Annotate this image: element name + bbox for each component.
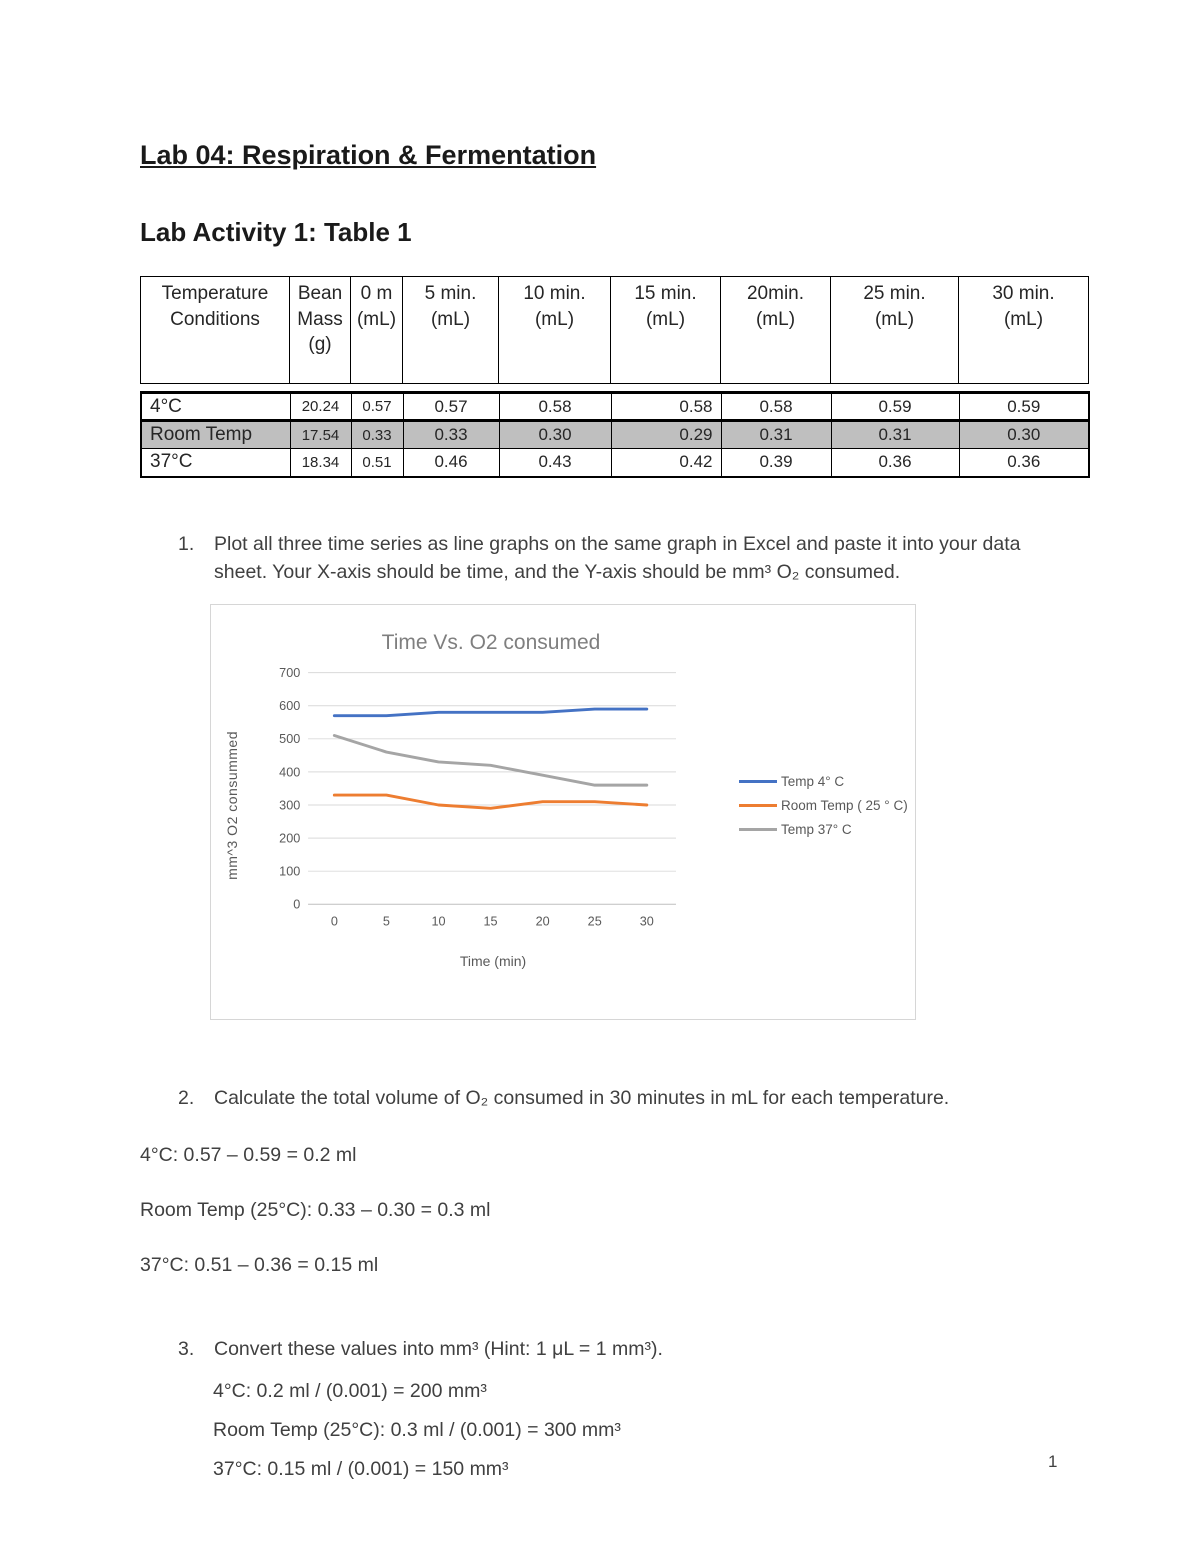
- table-cell: 0.33: [402, 420, 500, 449]
- table-header-cell: 20min. (mL): [720, 276, 831, 384]
- svg-text:10: 10: [431, 915, 445, 929]
- section-heading: Lab Activity 1: Table 1: [140, 217, 412, 247]
- table-row: Room Temp 17.54 0.33 0.33 0.30 0.29 0.31…: [140, 420, 1090, 449]
- question-text: Calculate the total volume of O₂ consume…: [214, 1087, 950, 1110]
- legend-item: Temp 4° C: [739, 774, 915, 789]
- svg-text:5: 5: [383, 915, 390, 929]
- page-number: 1: [1048, 1452, 1058, 1471]
- question-1: 1. Plot all three time series as line gr…: [178, 530, 1063, 587]
- table-row: 37°C 18.34 0.51 0.46 0.43 0.42 0.39 0.36…: [140, 448, 1090, 477]
- table-cell: 0.58: [610, 391, 722, 422]
- svg-text:15: 15: [484, 915, 498, 929]
- legend-line-icon: [739, 803, 777, 807]
- svg-text:200: 200: [279, 832, 300, 846]
- question-3: 3. Convert these values into mm³ (Hint: …: [178, 1335, 1063, 1363]
- table-cell: 0.58: [498, 391, 612, 422]
- answer-line: 37°C: 0.15 ml / (0.001) = 150 mm³: [213, 1457, 509, 1480]
- table-header-cell: 15 min. (mL): [610, 276, 721, 384]
- question-number: 1.: [178, 532, 195, 555]
- answer-line: Room Temp (25°C): 0.3 ml / (0.001) = 300…: [213, 1418, 621, 1441]
- table-cell: 0.42: [610, 448, 722, 477]
- table-header: Temperature Conditions Bean Mass (g) 0 m…: [140, 276, 1089, 384]
- table-cell: 0.57: [350, 391, 404, 422]
- table-row: 4°C 20.24 0.57 0.57 0.58 0.58 0.58 0.59 …: [140, 391, 1090, 422]
- table-cell: 0.43: [498, 448, 612, 477]
- table-cell: 0.29: [610, 420, 722, 449]
- chart-legend: Temp 4° C Room Temp ( 25 ° C) Temp 37° C: [739, 659, 915, 951]
- legend-item: Temp 37° C: [739, 822, 915, 837]
- answer-line: 37°C: 0.51 – 0.36 = 0.15 ml: [140, 1254, 379, 1277]
- table-cell: 37°C: [140, 448, 291, 477]
- table-cell: 0.36: [958, 448, 1090, 477]
- answer-line: Room Temp (25°C): 0.33 – 0.30 = 0.3 ml: [140, 1199, 491, 1222]
- table-cell: 17.54: [289, 420, 352, 449]
- legend-line-icon: [739, 779, 777, 783]
- question-2-answers: 4°C: 0.57 – 0.59 = 0.2 ml Room Temp (25°…: [140, 1144, 1090, 1277]
- table-cell: 0.33: [350, 420, 404, 449]
- table-header-cell: 5 min. (mL): [402, 276, 499, 384]
- answer-line: 4°C: 0.2 ml / (0.001) = 200 mm³: [213, 1379, 487, 1402]
- legend-label: Room Temp ( 25 ° C): [781, 797, 908, 813]
- table-cell: 0.51: [350, 448, 404, 477]
- svg-text:30: 30: [640, 915, 654, 929]
- svg-text:100: 100: [279, 865, 300, 879]
- table-cell: 18.34: [289, 448, 352, 477]
- svg-text:600: 600: [279, 699, 300, 713]
- y-axis-label-wrap: mm^3 O2 consummed: [211, 659, 253, 951]
- legend-line-icon: [739, 827, 777, 831]
- svg-text:25: 25: [588, 915, 602, 929]
- table-cell: 0.58: [720, 391, 832, 422]
- question-number: 3.: [178, 1338, 195, 1361]
- chart-title: Time Vs. O2 consumed: [381, 631, 601, 655]
- table-header-cell: Temperature Conditions: [140, 276, 290, 384]
- question-number: 2.: [178, 1087, 195, 1110]
- question-text: Convert these values into mm³ (Hint: 1 μ…: [214, 1338, 663, 1361]
- legend-label: Temp 37° C: [781, 821, 852, 837]
- question-text: Plot all three time series as line graph…: [214, 532, 1021, 583]
- table-cell: 0.46: [402, 448, 500, 477]
- table-cell: 20.24: [289, 391, 352, 422]
- svg-text:500: 500: [279, 732, 300, 746]
- svg-text:0: 0: [331, 915, 338, 929]
- table-cell: 0.36: [830, 448, 960, 477]
- excel-chart: Time Vs. O2 consumed mm^3 O2 consummed 0…: [210, 604, 916, 1021]
- table-header-cell: Bean Mass (g): [289, 276, 351, 384]
- document-page: Lab 04: Respiration & Fermentation Lab A…: [140, 140, 1090, 1481]
- table-cell: 4°C: [140, 391, 291, 422]
- table-header-cell: 0 m (mL): [350, 276, 403, 384]
- table-header-cell: 10 min. (mL): [498, 276, 611, 384]
- answer-line: 4°C: 0.57 – 0.59 = 0.2 ml: [140, 1144, 357, 1167]
- table-cell: 0.59: [830, 391, 960, 422]
- table-header-cell: 30 min. (mL): [958, 276, 1089, 384]
- svg-text:0: 0: [293, 898, 300, 912]
- document-title: Lab 04: Respiration & Fermentation: [140, 140, 597, 170]
- x-axis-label: Time (min): [459, 953, 527, 970]
- question-2: 2. Calculate the total volume of O₂ cons…: [178, 1084, 1063, 1112]
- svg-text:400: 400: [279, 765, 300, 779]
- table-cell: Room Temp: [140, 420, 291, 449]
- svg-text:300: 300: [279, 798, 300, 812]
- table-body: 4°C 20.24 0.57 0.57 0.58 0.58 0.58 0.59 …: [140, 391, 1090, 478]
- data-table: Temperature Conditions Bean Mass (g) 0 m…: [140, 276, 1090, 478]
- table-cell: 0.59: [958, 391, 1090, 422]
- table-cell: 0.30: [498, 420, 612, 449]
- svg-text:700: 700: [279, 666, 300, 680]
- table-cell: 0.30: [958, 420, 1090, 449]
- chart-body: mm^3 O2 consummed 0 100 200 300 400 500 600 700…: [211, 659, 915, 951]
- chart-plot-area: 0 100 200 300 400 500 600 700 0 5 10 15 20 25 30: [279, 666, 676, 929]
- y-axis-label: mm^3 O2 consummed: [224, 730, 240, 880]
- table-cell: 0.39: [720, 448, 832, 477]
- legend-label: Temp 4° C: [781, 773, 845, 789]
- svg-text:20: 20: [536, 915, 550, 929]
- table-header-cell: 25 min. (mL): [830, 276, 959, 384]
- table-cell: 0.31: [830, 420, 960, 449]
- table-cell: 0.57: [402, 391, 500, 422]
- table-header-row: Temperature Conditions Bean Mass (g) 0 m…: [140, 276, 1089, 384]
- table-cell: 0.31: [720, 420, 832, 449]
- question-3-answers: 4°C: 0.2 ml / (0.001) = 200 mm³ Room Tem…: [213, 1380, 1090, 1481]
- legend-item: Room Temp ( 25 ° C): [739, 798, 915, 813]
